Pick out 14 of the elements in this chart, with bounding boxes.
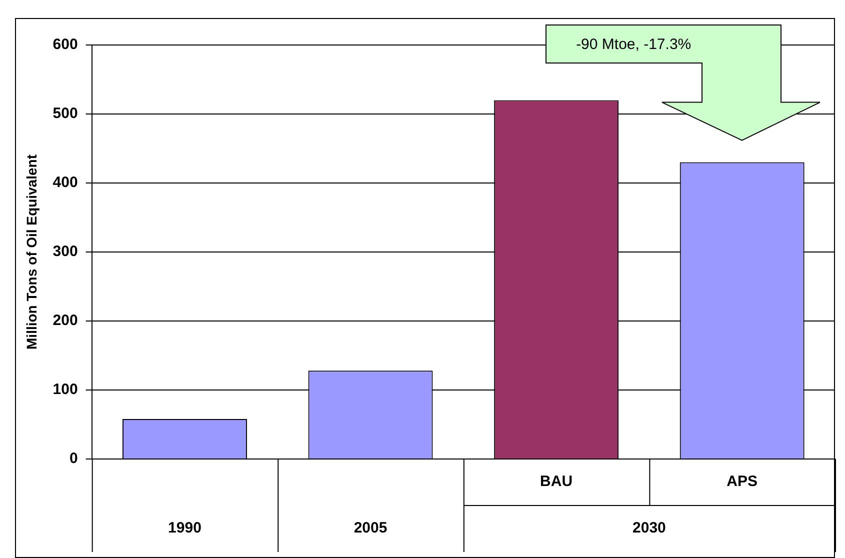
y-tick-label: 100	[52, 381, 78, 398]
x-tick-label: APS	[726, 473, 758, 490]
text: 2030	[632, 520, 666, 537]
x-tick-label: 2005	[354, 520, 388, 537]
x-tick-label: 1990	[168, 520, 202, 537]
y-tick-label: 500	[52, 105, 78, 122]
y-axis-title: Million Tons of Oil Equivalent	[23, 154, 40, 350]
y-tick-label: 200	[52, 312, 78, 330]
y-tick-label: 400	[52, 174, 78, 192]
annotation: -90 Mtoe, -17.3%	[575, 34, 692, 54]
y-tick-label: 0	[69, 450, 78, 468]
x-tick-label: BAU	[540, 473, 573, 490]
y-tick-label: 300	[52, 243, 78, 260]
y-tick-label: 600	[52, 36, 78, 54]
